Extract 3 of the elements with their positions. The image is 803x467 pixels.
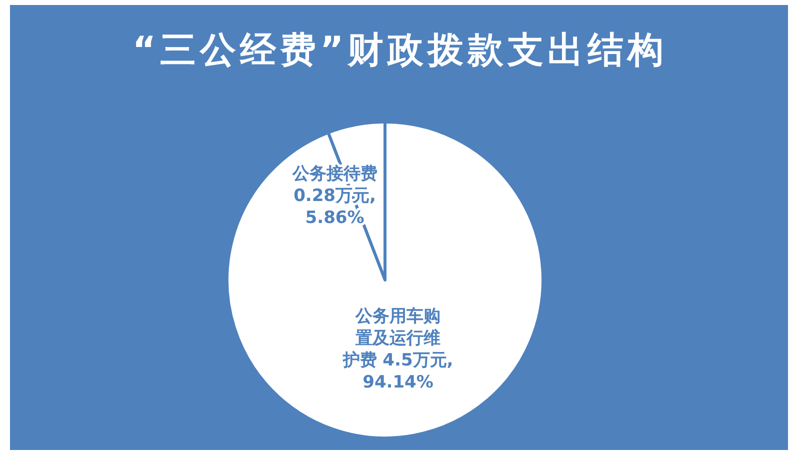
pie-slice [226,120,544,440]
slice-label: 公务用车购置及运行维护费 4.5万元, 94.14% [342,306,454,393]
chart-title: “三公经费”财政拨款支出结构 [132,30,668,71]
